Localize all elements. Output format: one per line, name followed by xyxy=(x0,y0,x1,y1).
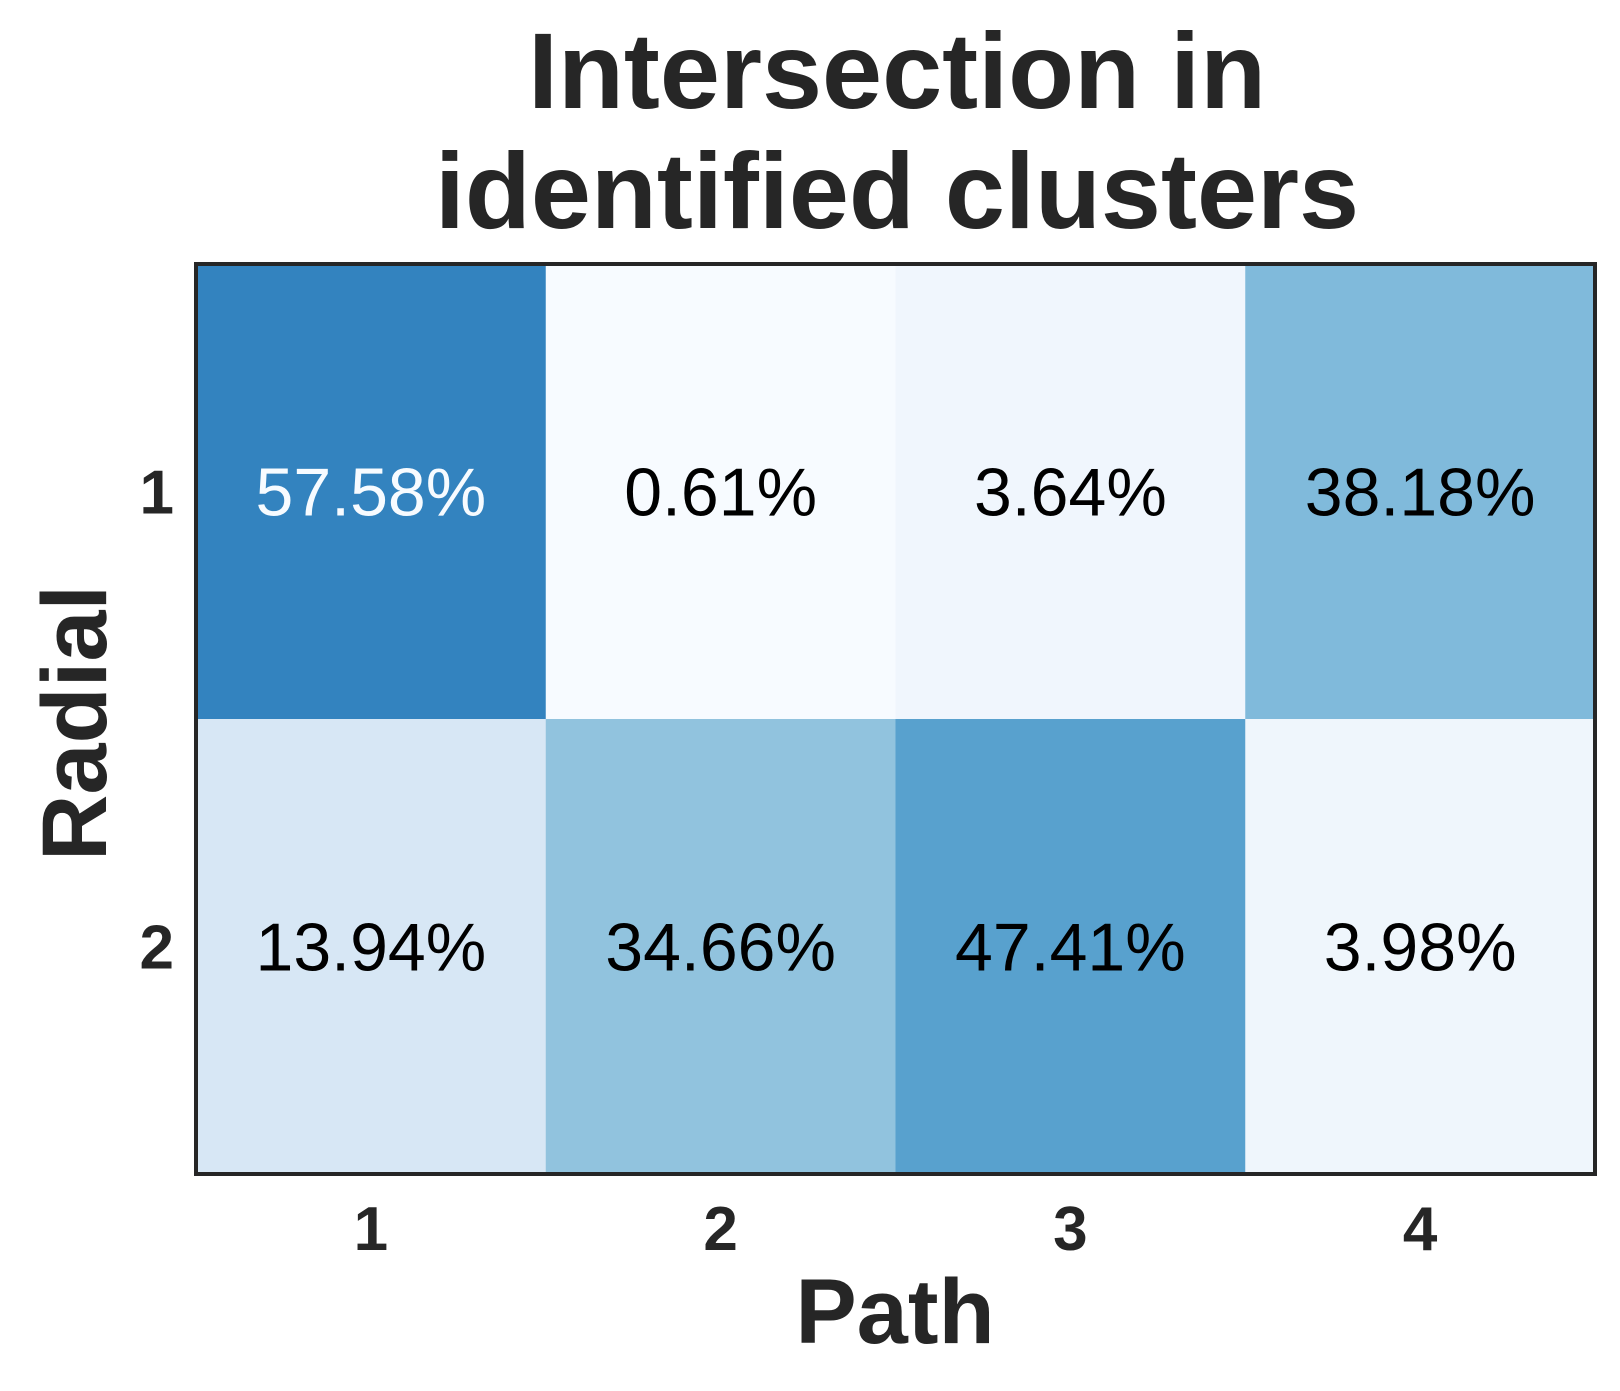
heatmap-cell-r1-c2 xyxy=(545,264,896,720)
cell-value-label: 57.58% xyxy=(256,455,487,531)
heatmap-cells xyxy=(196,264,1596,1175)
x-tick-labels: 1 2 3 4 xyxy=(354,1195,1438,1264)
cell-value-label: 34.66% xyxy=(605,910,836,986)
y-tick-labels: 12 xyxy=(140,459,174,983)
heatmap-cell-r2-c1 xyxy=(196,719,547,1175)
cell-value-label: 13.94% xyxy=(256,910,487,986)
heatmap-cell-labels: 57.58% 0.61% 3.64% 38.18% 13.94% 34.66% 47.41%… xyxy=(256,455,1536,986)
x-tick-label: 2 xyxy=(703,1195,737,1264)
cell-value-label: 47.41% xyxy=(955,910,1186,986)
x-tick-label: 3 xyxy=(1053,1195,1087,1264)
x-axis-label: Path xyxy=(795,1261,994,1363)
x-tick-label: 1 xyxy=(354,1195,388,1264)
heatmap-cell-r1-c4 xyxy=(1245,264,1596,720)
chart-title-line-1: Intersection in xyxy=(528,10,1266,131)
cell-value-label: 0.61% xyxy=(624,455,817,531)
heatmap-cell-r1-c1 xyxy=(196,264,547,720)
cell-value-label: 3.64% xyxy=(974,455,1167,531)
cell-value-label: 38.18% xyxy=(1305,455,1536,531)
heatmap-cell-r2-c2 xyxy=(545,719,896,1175)
heatmap-cell-r1-c3 xyxy=(895,264,1246,720)
heatmap-cell-r2-c4 xyxy=(1245,719,1596,1175)
y-axis-label: Radial xyxy=(24,585,126,861)
plot-frame xyxy=(194,262,1597,1176)
chart-title-line-2: identified clusters xyxy=(435,130,1359,251)
y-tick-label: 1 xyxy=(140,459,174,528)
x-tick-label: 4 xyxy=(1403,1195,1438,1264)
y-tick-label: 2 xyxy=(140,914,174,983)
heatmap-cell-r2-c3 xyxy=(895,719,1246,1175)
cell-value-label: 3.98% xyxy=(1324,910,1517,986)
